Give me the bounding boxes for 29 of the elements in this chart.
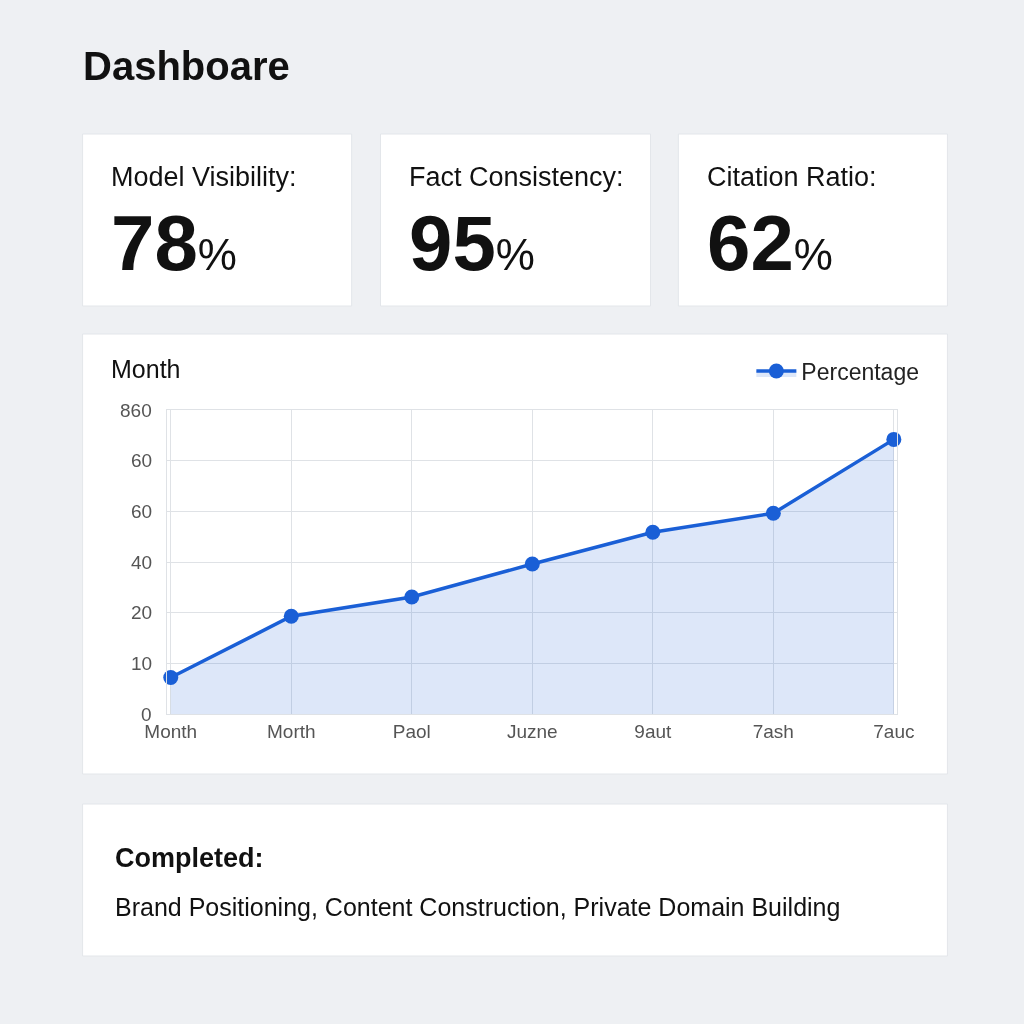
point [404,589,420,605]
text: 60 [131,501,153,522]
text: 95% [409,199,535,287]
point [765,505,781,521]
text: 40 [131,552,153,573]
x-tick-label: Paol [392,720,431,742]
text: 62% [707,199,833,287]
text: 860 [120,400,152,421]
y-axis-title: Month [111,355,181,383]
x-tick-label: 7auc [873,720,915,742]
x-tick-label: Juzne [506,720,558,742]
text: Model Visibility: [111,162,297,192]
text: 10 [131,653,153,674]
text: Brand Positioning, Content Construction, Private Domain Building [115,893,841,921]
point [283,608,299,624]
point [163,669,179,685]
text: Completed: [115,843,264,873]
point [645,524,661,540]
text: 20 [131,602,153,623]
text: 78% [111,199,237,287]
point [524,556,540,572]
x-tick-label: Morth [266,720,316,742]
text: 60 [131,450,153,471]
text: Dashboare [83,44,290,88]
text: Citation Ratio: [707,162,877,192]
text: Fact Consistency: [409,162,624,192]
x-tick-label: 7ash [752,720,794,742]
x-tick-label: 9aut [634,720,673,742]
legend-label: Percentage [801,358,919,385]
